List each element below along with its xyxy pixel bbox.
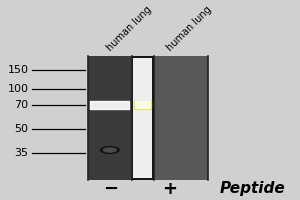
Text: human lung: human lung (165, 4, 214, 53)
Text: human lung: human lung (105, 4, 154, 53)
Text: +: + (162, 180, 177, 198)
Text: −: − (103, 180, 118, 198)
Bar (133, 58, 152, 178)
Text: 35: 35 (15, 148, 29, 158)
Text: Peptide: Peptide (220, 181, 286, 196)
Bar (88, 56, 132, 180)
Ellipse shape (103, 147, 117, 153)
Text: 50: 50 (15, 124, 29, 134)
Ellipse shape (100, 146, 120, 154)
Text: 100: 100 (8, 84, 29, 94)
Bar (132, 56, 154, 180)
Bar (154, 56, 208, 180)
Text: 70: 70 (15, 100, 29, 110)
Bar (88, 56, 208, 180)
Text: 150: 150 (8, 65, 29, 75)
